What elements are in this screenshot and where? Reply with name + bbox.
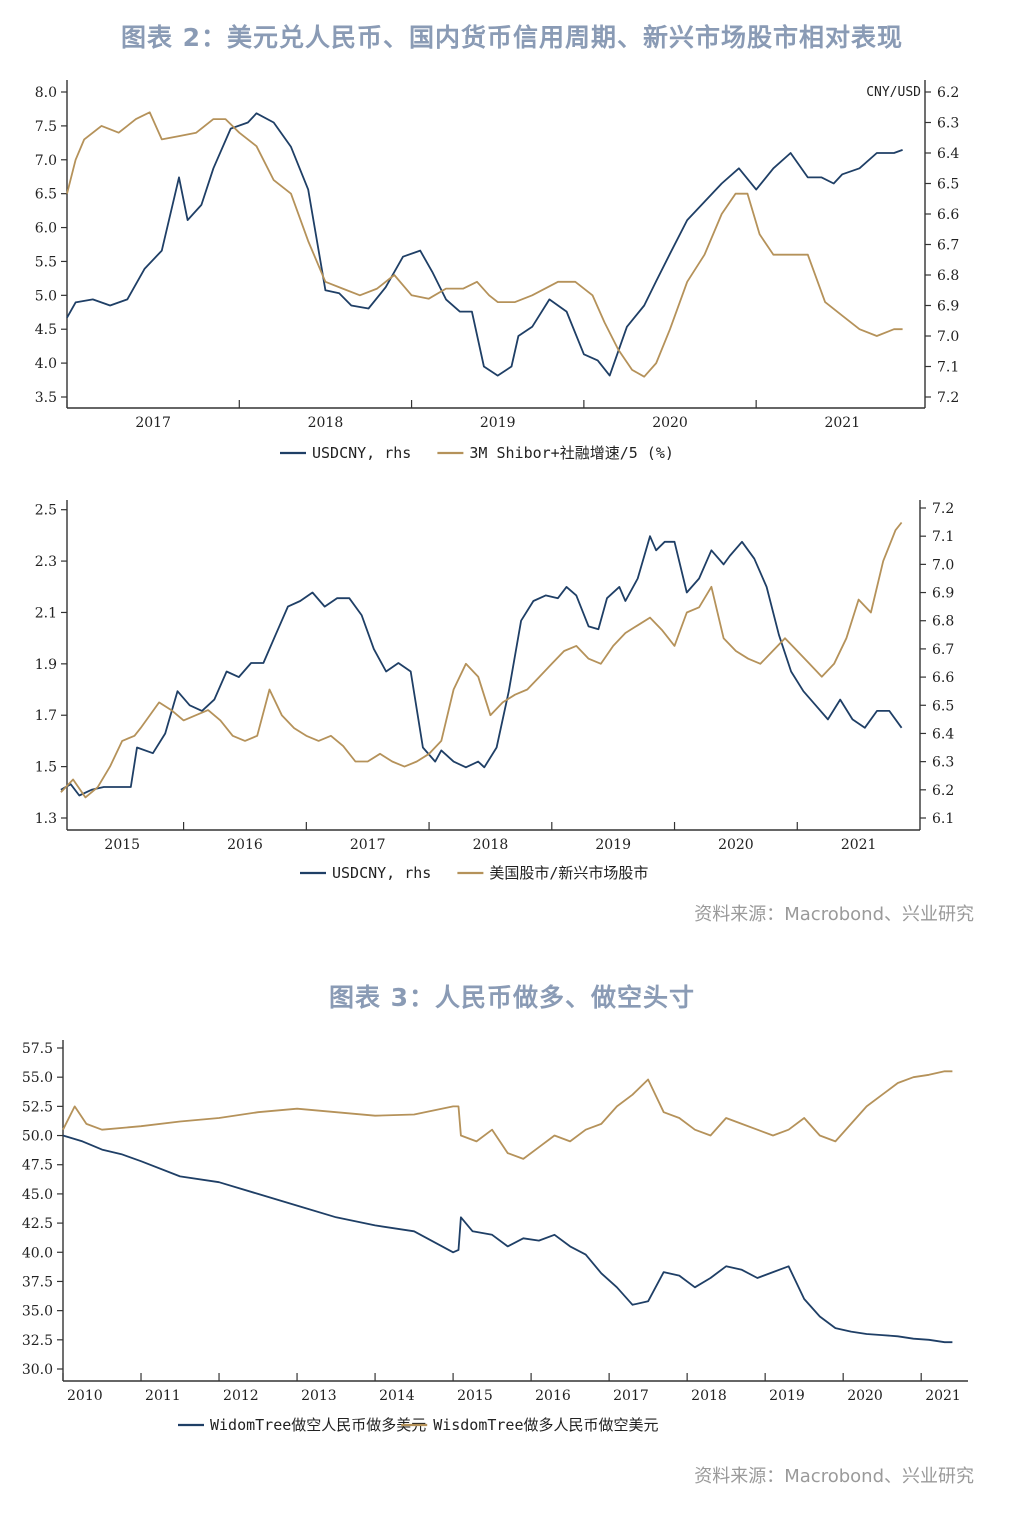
right-tick-label: 6.3 bbox=[932, 755, 954, 771]
left-tick-label: 7.0 bbox=[35, 153, 57, 169]
legend-label-0: USDCNY, rhs bbox=[332, 864, 431, 882]
x-tick-label: 2014 bbox=[379, 1388, 415, 1404]
right-tick-label: 7.0 bbox=[932, 557, 954, 573]
right-axis-unit: CNY/USD bbox=[866, 85, 921, 100]
left-tick-label: 2.1 bbox=[35, 605, 57, 621]
right-tick-label: 6.4 bbox=[937, 146, 959, 162]
series-line-0 bbox=[62, 1134, 953, 1344]
x-tick-label: 2015 bbox=[104, 837, 140, 853]
left-tick-label: 1.5 bbox=[35, 760, 57, 776]
left-tick-label: 1.7 bbox=[35, 708, 57, 724]
series-line-0 bbox=[66, 112, 903, 377]
left-tick-label: 6.5 bbox=[35, 187, 57, 203]
right-tick-label: 6.5 bbox=[932, 698, 954, 714]
x-tick-label: 2019 bbox=[769, 1388, 805, 1404]
left-tick-label: 1.9 bbox=[35, 657, 57, 673]
series-line-1 bbox=[60, 521, 903, 799]
right-tick-label: 7.2 bbox=[937, 390, 959, 406]
right-tick-label: 7.2 bbox=[932, 501, 954, 517]
left-tick-label: 45.0 bbox=[22, 1187, 53, 1203]
figure3-title: 图表 3：人民币做多、做空头寸 bbox=[328, 983, 696, 1012]
x-tick-label: 2011 bbox=[145, 1388, 181, 1404]
legend-label-1: 3M Shibor+社融增速/5 (%) bbox=[469, 444, 674, 462]
right-tick-label: 6.4 bbox=[932, 726, 954, 742]
left-tick-label: 52.5 bbox=[22, 1099, 53, 1115]
x-tick-label: 2020 bbox=[652, 415, 688, 431]
left-tick-label: 57.5 bbox=[22, 1041, 53, 1057]
left-tick-label: 37.5 bbox=[22, 1274, 53, 1290]
left-tick-label: 50.0 bbox=[22, 1129, 53, 1145]
x-tick-label: 2013 bbox=[301, 1388, 337, 1404]
usdcny-equity-ratio-chart: 2.5 2.3 2.1 1.9 1.7 1.5 1.3 7.2 7.1 7.0 6.9 6.8 6.7 6… bbox=[35, 500, 954, 882]
left-tick-label: 4.0 bbox=[35, 356, 57, 372]
right-tick-label: 6.9 bbox=[932, 586, 954, 602]
x-tick-label: 2020 bbox=[847, 1388, 883, 1404]
right-tick-label: 6.7 bbox=[932, 642, 954, 658]
right-tick-label: 6.2 bbox=[937, 85, 959, 101]
left-tick-label: 32.5 bbox=[22, 1333, 53, 1349]
x-tick-label: 2017 bbox=[135, 415, 171, 431]
x-tick-label: 2021 bbox=[841, 837, 877, 853]
x-tick-label: 2016 bbox=[535, 1388, 571, 1404]
x-tick-label: 2021 bbox=[925, 1388, 961, 1404]
left-tick-label: 30.0 bbox=[22, 1362, 53, 1378]
right-tick-label: 6.5 bbox=[937, 177, 959, 193]
x-tick-label: 2018 bbox=[691, 1388, 727, 1404]
left-tick-label: 3.5 bbox=[35, 390, 57, 406]
figure2-source: 资料来源：Macrobond、兴业研究 bbox=[694, 904, 974, 925]
x-tick-label: 2012 bbox=[223, 1388, 259, 1404]
legend-label-1: 美国股市/新兴市场股市 bbox=[489, 864, 648, 882]
x-tick-label: 2017 bbox=[350, 837, 386, 853]
left-tick-label: 55.0 bbox=[22, 1070, 53, 1086]
legend-label-0: WidomTree做空人民币做多美元 bbox=[210, 1416, 426, 1434]
right-tick-label: 6.2 bbox=[932, 783, 954, 799]
right-tick-label: 6.3 bbox=[937, 116, 959, 132]
right-tick-label: 6.1 bbox=[932, 811, 954, 827]
left-tick-label: 6.0 bbox=[35, 221, 57, 237]
left-tick-label: 1.3 bbox=[35, 811, 57, 827]
x-tick-label: 2010 bbox=[67, 1388, 103, 1404]
x-tick-label: 2019 bbox=[480, 415, 516, 431]
x-tick-label: 2020 bbox=[718, 837, 754, 853]
left-tick-label: 35.0 bbox=[22, 1304, 53, 1320]
left-tick-label: 4.5 bbox=[35, 322, 57, 338]
figure2-title: 图表 2：美元兑人民币、国内货币信用周期、新兴市场股市相对表现 bbox=[120, 23, 904, 52]
x-tick-label: 2017 bbox=[613, 1388, 649, 1404]
right-tick-label: 6.6 bbox=[932, 670, 954, 686]
left-tick-label: 8.0 bbox=[35, 85, 57, 101]
series-line-0 bbox=[60, 535, 903, 797]
left-tick-label: 40.0 bbox=[22, 1245, 53, 1261]
x-tick-label: 2021 bbox=[824, 415, 860, 431]
left-tick-label: 5.0 bbox=[35, 288, 57, 304]
left-tick-label: 2.3 bbox=[35, 554, 57, 570]
x-tick-label: 2018 bbox=[308, 415, 344, 431]
left-tick-label: 7.5 bbox=[35, 119, 57, 135]
series-line-1 bbox=[62, 1070, 953, 1160]
series-line-1 bbox=[66, 111, 903, 378]
x-tick-label: 2018 bbox=[473, 837, 509, 853]
right-tick-label: 7.0 bbox=[937, 329, 959, 345]
right-tick-label: 6.8 bbox=[937, 268, 959, 284]
left-tick-label: 42.5 bbox=[22, 1216, 53, 1232]
right-tick-label: 6.7 bbox=[937, 238, 959, 254]
figure3-source: 资料来源：Macrobond、兴业研究 bbox=[694, 1466, 974, 1487]
left-tick-label: 5.5 bbox=[35, 254, 57, 270]
right-tick-label: 6.6 bbox=[937, 207, 959, 223]
left-tick-label: 47.5 bbox=[22, 1158, 53, 1174]
cny-long-short-chart: 57.5 55.0 52.5 50.0 47.5 45.0 42.5 40.0 37.5 35.0… bbox=[22, 1040, 968, 1434]
usdcny-shibor-chart: 8.0 7.5 7.0 6.5 6.0 5.5 5.0 4.5 4.0 3.5 6.2 6.3 6.4 6… bbox=[35, 80, 959, 462]
x-tick-label: 2016 bbox=[227, 837, 263, 853]
legend-label-0: USDCNY, rhs bbox=[312, 444, 411, 462]
right-tick-label: 7.1 bbox=[932, 529, 954, 545]
x-tick-label: 2015 bbox=[457, 1388, 493, 1404]
legend-label-1: WisdomTree做多人民币做空美元 bbox=[433, 1416, 658, 1434]
right-tick-label: 7.1 bbox=[937, 360, 959, 376]
right-tick-label: 6.8 bbox=[932, 614, 954, 630]
x-tick-label: 2019 bbox=[595, 837, 631, 853]
right-tick-label: 6.9 bbox=[937, 299, 959, 315]
left-tick-label: 2.5 bbox=[35, 503, 57, 519]
